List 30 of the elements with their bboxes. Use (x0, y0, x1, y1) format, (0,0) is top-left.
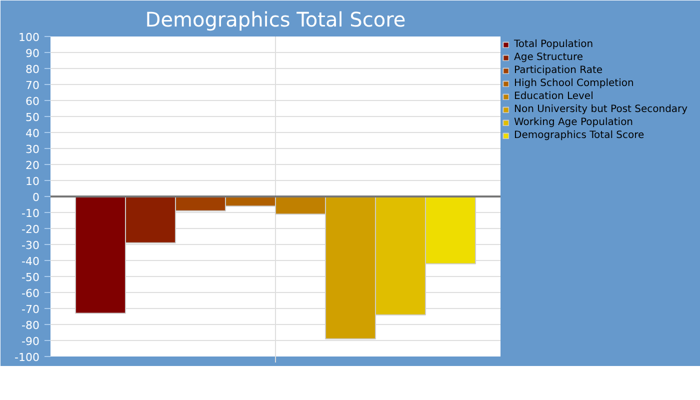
legend-label: Demographics Total Score (514, 129, 644, 141)
y-tick-label: -60 (22, 287, 40, 300)
legend-label: Total Population (514, 38, 594, 50)
y-tick-label: -80 (22, 319, 40, 332)
legend-label: Working Age Population (514, 116, 634, 128)
y-tick-label: -40 (22, 255, 40, 268)
legend-label: Education Level (514, 90, 594, 102)
y-tick-label: 50 (26, 111, 40, 124)
y-tick-label: 40 (26, 127, 40, 140)
y-tick-label: 70 (26, 79, 40, 92)
y-tick-label: -10 (22, 207, 40, 220)
y-tick-label: -90 (22, 335, 40, 348)
y-tick-label: 80 (26, 63, 40, 76)
y-tick-label: 100 (18, 31, 40, 44)
y-tick-label: 20 (26, 159, 40, 172)
legend-label: Age Structure (514, 51, 584, 63)
y-tick-label: 30 (26, 143, 40, 156)
y-tick-label: 60 (26, 95, 40, 108)
y-tick-label: -70 (22, 303, 40, 316)
y-tick-label: -30 (22, 239, 40, 252)
y-tick-label: 90 (26, 47, 40, 60)
legend-label: Participation Rate (514, 64, 603, 76)
legend-label: Non University but Post Secondary (514, 103, 688, 115)
y-tick-label: -50 (22, 271, 40, 284)
y-tick-label: 0 (32, 191, 40, 204)
y-tick-label: -20 (22, 223, 40, 236)
y-tick-label: 10 (26, 175, 40, 188)
chart-title: Demographics Total Score (145, 8, 406, 32)
legend-label: High School Completion (514, 77, 634, 89)
y-tick-label: -100 (14, 351, 40, 364)
